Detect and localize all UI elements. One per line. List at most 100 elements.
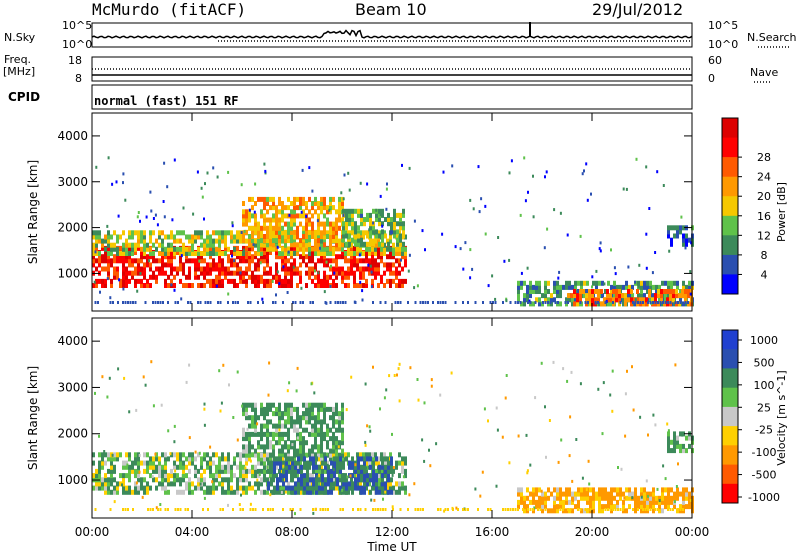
power-colorbar-swatch	[722, 196, 738, 217]
velocity-cell	[125, 485, 128, 491]
power-cell	[237, 301, 239, 304]
velocity-cell	[329, 436, 332, 442]
power-cell	[245, 221, 248, 227]
power-cell	[667, 233, 670, 239]
velocity-cell	[562, 508, 564, 511]
power-cell	[140, 230, 143, 236]
power-cell	[308, 166, 311, 170]
velocity-cell	[122, 508, 124, 511]
velocity-cell	[344, 473, 347, 479]
power-cell	[287, 266, 290, 272]
velocity-cell	[363, 481, 366, 487]
velocity-cell	[326, 423, 329, 429]
power-cell	[281, 238, 284, 244]
velocity-cell	[245, 444, 248, 450]
power-cell	[163, 161, 166, 165]
velocity-cell	[290, 464, 293, 470]
velocity-cell	[397, 367, 400, 371]
power-cell	[203, 217, 205, 221]
power-cell	[117, 301, 119, 304]
velocity-cell	[341, 488, 344, 492]
velocity-cell	[553, 504, 556, 510]
velocity-cell	[324, 464, 327, 470]
power-cell	[119, 283, 122, 288]
velocity-cell	[296, 464, 299, 470]
power-cell	[335, 221, 338, 227]
power-cell	[329, 205, 332, 211]
velocity-cell	[305, 440, 308, 446]
velocity-cell	[254, 481, 257, 487]
power-cell	[573, 293, 576, 299]
velocity-cell	[152, 460, 155, 466]
power-cell	[543, 246, 546, 250]
power-cell	[613, 293, 616, 299]
power-cell	[625, 280, 628, 286]
velocity-cell	[443, 509, 446, 513]
velocity-cell	[270, 460, 273, 466]
power-cell	[688, 280, 691, 286]
power-cell	[167, 258, 170, 264]
velocity-cell	[254, 468, 257, 474]
power-cell	[656, 170, 659, 174]
power-cell	[308, 221, 311, 227]
velocity-cell	[568, 487, 571, 493]
power-cell	[104, 250, 107, 255]
velocity-cell	[332, 485, 335, 491]
velocity-cell	[664, 499, 667, 505]
power-cell	[230, 278, 233, 284]
power-cell	[248, 262, 251, 268]
power-cell	[224, 234, 227, 240]
power-cell	[266, 196, 269, 202]
power-cell	[200, 266, 203, 272]
power-cell	[224, 251, 227, 256]
power-cell	[487, 284, 490, 288]
velocity-cell	[496, 428, 499, 432]
velocity-cell	[116, 489, 119, 495]
velocity-cell	[287, 411, 290, 417]
velocity-cell	[679, 491, 682, 497]
velocity-cell	[689, 498, 692, 502]
power-cell	[642, 297, 645, 303]
nave-tick-bottom: 0	[708, 72, 715, 85]
velocity-cell	[365, 452, 368, 458]
power-cell	[112, 301, 114, 304]
power-cell	[378, 221, 381, 227]
power-cell	[185, 283, 188, 288]
power-cell	[648, 293, 651, 299]
velocity-cell	[682, 499, 685, 505]
velocity-cell	[587, 459, 590, 463]
velocity-cell	[329, 415, 332, 421]
velocity-cell	[622, 504, 625, 510]
velocity-cell	[227, 503, 229, 507]
velocity-cell	[395, 460, 398, 466]
velocity-cell	[320, 436, 323, 442]
power-cell	[591, 293, 594, 299]
power-cell	[645, 266, 648, 270]
velocity-cell	[149, 508, 152, 511]
velocity-cell	[318, 464, 321, 470]
power-colorbar-tick-label: 4	[761, 268, 768, 281]
velocity-cell	[384, 464, 387, 470]
velocity-cell	[640, 508, 643, 514]
power-cell	[326, 221, 329, 227]
power-cell	[251, 225, 254, 231]
power-cell	[197, 251, 200, 256]
power-cell	[362, 266, 365, 272]
velocity-cell	[336, 464, 339, 470]
velocity-cell	[311, 489, 314, 495]
velocity-cell	[637, 504, 640, 510]
velocity-cell	[263, 406, 266, 412]
velocity-cell	[404, 473, 407, 479]
velocity-cell	[263, 477, 266, 483]
velocity-colorbar-tick-label: -500	[752, 469, 777, 482]
power-cell	[128, 278, 131, 284]
power-cell	[383, 262, 386, 268]
velocity-cell	[188, 477, 191, 483]
power-cell	[422, 301, 424, 304]
power-cell	[242, 221, 245, 227]
power-cell	[239, 266, 242, 272]
velocity-cell	[312, 468, 315, 474]
power-cell	[558, 270, 561, 274]
velocity-cell	[341, 456, 344, 462]
power-cell	[224, 245, 227, 251]
